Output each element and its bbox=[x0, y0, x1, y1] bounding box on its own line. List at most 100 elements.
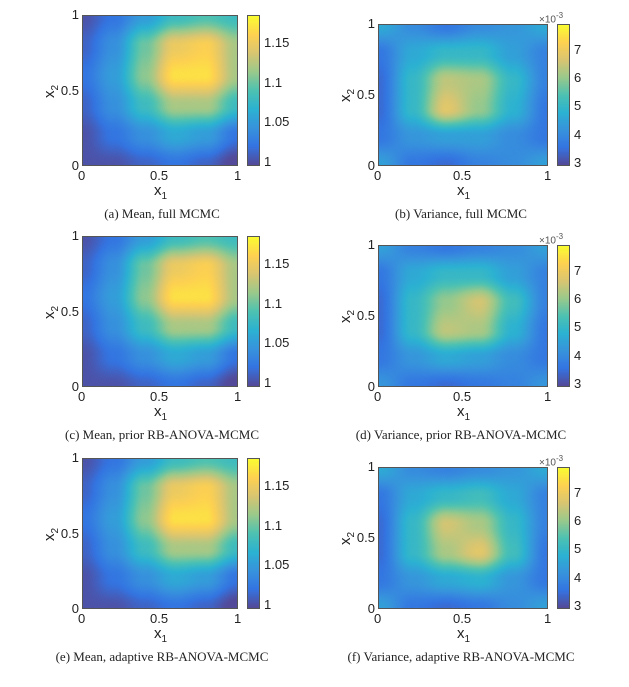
colorbar-gradient bbox=[248, 237, 259, 386]
colorbar-exponent: ×10-3 bbox=[539, 11, 563, 25]
x-axis-label-text: x bbox=[457, 403, 465, 420]
colorbar-tick-label: 1.05 bbox=[264, 557, 290, 573]
colorbar-gradient bbox=[558, 246, 569, 386]
figure-caption: (d) Variance, prior RB-ANOVA-MCMC bbox=[355, 427, 567, 442]
heatmap-image bbox=[83, 237, 237, 386]
colorbar-exponent-power: -3 bbox=[555, 232, 564, 241]
colorbar-exponent-base: ×10 bbox=[539, 457, 556, 469]
colorbar-tick-label: 5 bbox=[574, 319, 582, 335]
colorbar-tick-label: 6 bbox=[574, 69, 582, 85]
figure-caption: (a) Mean, full MCMC bbox=[104, 206, 220, 221]
x-axis-label: x1 bbox=[154, 404, 167, 425]
heatmap-image bbox=[379, 468, 547, 608]
y-axis-label-text: x bbox=[337, 315, 355, 324]
colorbar-tick-label: 1.1 bbox=[264, 295, 283, 311]
figure-caption: (c) Mean, prior RB-ANOVA-MCMC bbox=[64, 427, 260, 442]
x-tick-label: 0.5 bbox=[453, 168, 472, 183]
colorbar bbox=[557, 467, 570, 609]
y-tick-label: 0 bbox=[367, 158, 375, 173]
colorbar-gradient bbox=[248, 459, 259, 608]
y-axis-label-subscript: 2 bbox=[346, 531, 358, 538]
x-axis-label-subscript: 1 bbox=[161, 634, 168, 645]
y-axis-label-subscript: 2 bbox=[346, 309, 358, 316]
heatmap-panel: 0 0.5 1 0 0.5 1 x1 x2 1 1.05 1.1 1.15 (e) Mean, adap… bbox=[0, 443, 629, 665]
heatmap-panel: 0 0.5 1 0 0.5 1 x1 x2 3 4 5 6 7 ×10-3 (b) Variance, fu… bbox=[0, 0, 629, 222]
x-tick-label: 0.5 bbox=[150, 611, 169, 626]
heatmap-panel: 0 0.5 1 0 0.5 1 x1 x2 3 4 5 6 7 ×10-3 (d) Variance, pr… bbox=[0, 221, 629, 443]
y-tick-label: 1 bbox=[71, 450, 79, 465]
x-axis-label-text: x bbox=[457, 625, 465, 642]
y-tick-label: 0 bbox=[71, 379, 79, 394]
x-axis-label-subscript: 1 bbox=[161, 412, 168, 423]
x-tick-label: 0.5 bbox=[150, 168, 169, 183]
colorbar-exponent: ×10-3 bbox=[539, 454, 563, 468]
x-tick-label: 0.5 bbox=[150, 389, 169, 404]
x-axis-label: x1 bbox=[457, 626, 470, 647]
y-tick-label: 1 bbox=[71, 7, 79, 22]
colorbar-tick-label: 1.15 bbox=[264, 477, 290, 493]
x-tick-label: 1 bbox=[234, 389, 242, 404]
colorbar-tick-label: 6 bbox=[574, 512, 582, 528]
colorbar-tick-label: 5 bbox=[574, 541, 582, 557]
y-tick-label: 0 bbox=[367, 379, 375, 394]
heatmap-panel: 0 0.5 1 0 0.5 1 x1 x2 3 4 5 6 7 ×10-3 (f) Variance, ad… bbox=[0, 443, 629, 665]
y-tick-label: 1 bbox=[367, 237, 375, 252]
heatmap-image bbox=[83, 16, 237, 165]
x-axis-label: x1 bbox=[154, 626, 167, 647]
heatmap-panel: 0 0.5 1 0 0.5 1 x1 x2 1 1.05 1.1 1.15 (c) Mean, prio… bbox=[0, 221, 629, 443]
heatmap-plot-area bbox=[82, 236, 238, 387]
colorbar-tick-label: 1 bbox=[264, 375, 272, 391]
x-axis-label-subscript: 1 bbox=[464, 634, 471, 645]
y-tick-label: 0.5 bbox=[356, 530, 375, 545]
figure-caption: (b) Variance, full MCMC bbox=[395, 206, 527, 221]
colorbar-exponent: ×10-3 bbox=[539, 232, 563, 246]
heatmap-plot-area bbox=[378, 24, 548, 166]
colorbar-tick-label: 1.05 bbox=[264, 335, 290, 351]
y-tick-label: 1 bbox=[71, 228, 79, 243]
colorbar-tick-label: 1.1 bbox=[264, 74, 283, 90]
heatmap-image bbox=[83, 459, 237, 608]
colorbar-tick-label: 3 bbox=[574, 598, 582, 614]
heatmap-plot-area bbox=[378, 467, 548, 609]
x-axis-label: x1 bbox=[457, 183, 470, 204]
y-tick-label: 0 bbox=[71, 158, 79, 173]
colorbar-tick-label: 7 bbox=[574, 484, 582, 500]
x-axis-label: x1 bbox=[457, 404, 470, 425]
colorbar-gradient bbox=[248, 16, 259, 165]
y-tick-label: 0.5 bbox=[60, 82, 79, 98]
heatmap-plot-area bbox=[378, 245, 548, 387]
x-tick-label: 1 bbox=[234, 611, 242, 626]
x-tick-label: 0 bbox=[78, 611, 86, 626]
x-axis-label-text: x bbox=[154, 403, 162, 420]
x-axis-label-subscript: 1 bbox=[464, 191, 471, 202]
y-tick-label: 0 bbox=[367, 601, 375, 616]
colorbar-tick-label: 1.1 bbox=[264, 517, 283, 533]
x-axis-label: x1 bbox=[154, 183, 167, 204]
colorbar-tick-label: 6 bbox=[574, 290, 582, 306]
x-tick-label: 0 bbox=[78, 168, 86, 183]
figure-caption: (e) Mean, adaptive RB-ANOVA-MCMC bbox=[55, 649, 269, 664]
y-axis-label: x2 bbox=[337, 309, 359, 324]
x-axis-label-subscript: 1 bbox=[161, 191, 168, 202]
colorbar-tick-label: 7 bbox=[574, 262, 582, 278]
colorbar-tick-label: 4 bbox=[574, 126, 582, 142]
y-tick-label: 0 bbox=[71, 601, 79, 616]
y-tick-label: 0.5 bbox=[356, 308, 375, 323]
colorbar-exponent-power: -3 bbox=[555, 11, 564, 20]
colorbar-tick-label: 1.05 bbox=[264, 114, 290, 130]
colorbar-tick-label: 1 bbox=[264, 597, 272, 613]
colorbar-tick-label: 1 bbox=[264, 154, 272, 170]
y-axis-label-subscript: 2 bbox=[346, 88, 358, 95]
x-tick-label: 0 bbox=[374, 168, 382, 183]
colorbar-exponent-base: ×10 bbox=[539, 14, 556, 26]
x-axis-label-text: x bbox=[154, 182, 162, 199]
colorbar bbox=[557, 24, 570, 166]
y-axis-label: x2 bbox=[337, 88, 359, 102]
x-tick-label: 0 bbox=[78, 389, 86, 404]
x-tick-label: 0 bbox=[374, 389, 382, 404]
colorbar-exponent-base: ×10 bbox=[539, 235, 556, 247]
colorbar-exponent-power: -3 bbox=[555, 454, 564, 463]
x-tick-label: 0.5 bbox=[453, 611, 472, 626]
colorbar-tick-label: 1.15 bbox=[264, 34, 290, 50]
colorbar bbox=[557, 245, 570, 387]
